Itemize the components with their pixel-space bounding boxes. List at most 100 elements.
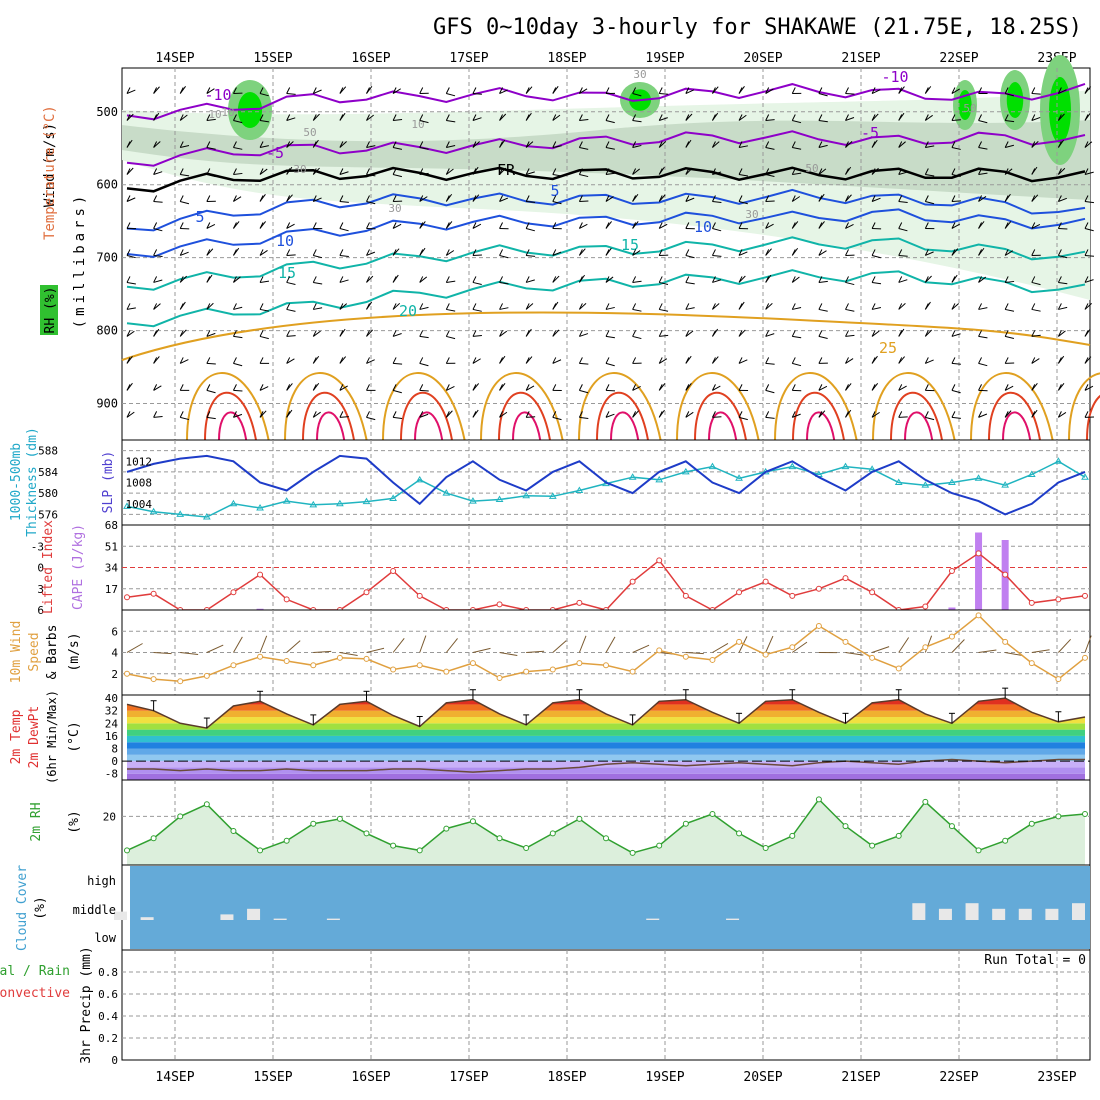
wind10m-speed-marker bbox=[150, 676, 157, 683]
wind-barb-flag bbox=[366, 141, 370, 148]
wind-barb-flag bbox=[179, 249, 184, 256]
cape-tick: 34 bbox=[105, 562, 119, 575]
wind-barb-flag bbox=[791, 168, 796, 175]
wind-barb-flag bbox=[632, 303, 637, 310]
wind10m-speed-marker bbox=[257, 653, 264, 660]
wind10m-tick: 4 bbox=[111, 647, 118, 660]
wind-barb bbox=[659, 281, 669, 286]
wind-barb-flag bbox=[765, 195, 770, 202]
lifted-index-label: Lifted Index bbox=[41, 520, 56, 614]
wind-barb-flag bbox=[845, 168, 849, 175]
wind-barb bbox=[259, 335, 269, 340]
wind-barb bbox=[738, 114, 747, 121]
wind-barb-flag bbox=[552, 249, 557, 256]
wind-barb-flag bbox=[738, 276, 743, 283]
temp2m-tick: 32 bbox=[105, 705, 118, 718]
wind-barb-flag bbox=[232, 330, 237, 337]
wind-barb-flag bbox=[206, 168, 211, 175]
wind-barb-flag bbox=[525, 276, 530, 283]
rh-shade-max bbox=[1006, 82, 1024, 118]
wind-barb bbox=[1058, 330, 1066, 337]
wind10m-speed-marker bbox=[603, 662, 609, 669]
wind-barb-flag bbox=[552, 195, 557, 202]
wind-barb bbox=[180, 416, 190, 421]
wind10m-ticks: 6 4 2 bbox=[111, 625, 118, 681]
wind-barb-flag bbox=[259, 249, 264, 256]
wind-barb bbox=[446, 120, 456, 123]
wind-barb bbox=[1005, 144, 1015, 148]
lifted-index-marker bbox=[496, 601, 503, 608]
wind-barb bbox=[792, 307, 802, 310]
wind-barb-flag bbox=[339, 411, 344, 418]
wind-barb-flag bbox=[871, 303, 876, 310]
wind-barb bbox=[206, 174, 216, 178]
slp-tick: 1012 bbox=[126, 455, 153, 468]
wind-barb-flag bbox=[765, 114, 770, 121]
wind-barb-flag bbox=[525, 87, 530, 94]
wind-barb bbox=[632, 120, 642, 123]
rh2m-ticks: 20 bbox=[103, 810, 116, 823]
wind-barb-flag bbox=[685, 87, 690, 94]
wind-barb bbox=[872, 307, 882, 310]
temp-band bbox=[127, 773, 1085, 780]
thickness-line-marker bbox=[948, 478, 956, 485]
wind-barb-flag bbox=[765, 357, 770, 364]
wind10m-speed-marker bbox=[496, 675, 503, 681]
lifted-index-marker bbox=[1055, 596, 1062, 603]
wind-barb-flag bbox=[259, 114, 264, 121]
wind-barb-flag bbox=[126, 357, 131, 364]
wind-barb-flag bbox=[978, 357, 983, 364]
wind-barb-flag bbox=[552, 303, 557, 310]
wind-barb bbox=[898, 279, 908, 283]
rh2m-marker bbox=[363, 830, 370, 837]
wind-barb-flag bbox=[951, 276, 956, 283]
lifted-index-marker bbox=[842, 575, 849, 582]
wind-barb bbox=[392, 389, 402, 394]
wind-barb-flag bbox=[1004, 87, 1009, 94]
slp-tick: 1008 bbox=[126, 477, 153, 490]
wind-barb bbox=[1031, 334, 1041, 337]
wind-barb-flag bbox=[312, 384, 317, 391]
wind-barb-flag bbox=[1084, 330, 1089, 337]
wind10m-barb bbox=[126, 643, 143, 653]
wind-barb-flag bbox=[445, 276, 450, 283]
wind-barb bbox=[818, 335, 828, 340]
wind-barb-flag bbox=[1084, 141, 1089, 148]
wind-barb bbox=[206, 147, 216, 150]
wind-barb-flag bbox=[259, 276, 264, 283]
wind-barb-flag bbox=[366, 384, 370, 391]
wind-barb bbox=[286, 141, 294, 148]
wind-barb-flag bbox=[126, 276, 131, 283]
isotherm-15 bbox=[126, 236, 1086, 291]
wind-barb-flag bbox=[738, 384, 743, 391]
wind-barb bbox=[632, 385, 641, 391]
thickness-line-marker bbox=[655, 475, 664, 483]
wind10m-speed-marker bbox=[815, 622, 822, 629]
wind-barb-flag bbox=[339, 249, 344, 256]
wind-barb-flag bbox=[711, 168, 716, 175]
wind-barb-flag bbox=[978, 411, 983, 418]
wind-barb-flag bbox=[845, 222, 849, 229]
rh2m-marker bbox=[576, 815, 583, 822]
rh2m-marker bbox=[815, 796, 822, 803]
wind-barb-flag bbox=[552, 357, 557, 364]
precip-frame bbox=[121, 949, 1091, 1061]
precip-label-3: 3hr Precip (mm) bbox=[79, 946, 94, 1063]
wind-barb bbox=[605, 120, 615, 124]
cape-bar bbox=[256, 608, 264, 610]
contour-label: 30 bbox=[633, 68, 646, 81]
wind-barb-flag bbox=[366, 222, 370, 229]
wind-barb-flag bbox=[658, 357, 663, 364]
wind-barb-flag bbox=[339, 168, 344, 175]
bottom-date-label: 20SEP bbox=[743, 1070, 782, 1085]
wind-barb bbox=[632, 93, 642, 97]
precip-tick: 0.4 bbox=[98, 1010, 118, 1023]
wind-barb bbox=[206, 88, 215, 94]
wind-barb-flag bbox=[1057, 276, 1062, 283]
warm-isotherm bbox=[284, 372, 368, 441]
wind-barb-flag bbox=[312, 195, 317, 202]
wind-barb bbox=[446, 168, 454, 175]
wind-barb bbox=[366, 251, 376, 256]
wind10m-label-4: (m/s) bbox=[67, 632, 82, 671]
wind-barb-flag bbox=[871, 357, 876, 364]
